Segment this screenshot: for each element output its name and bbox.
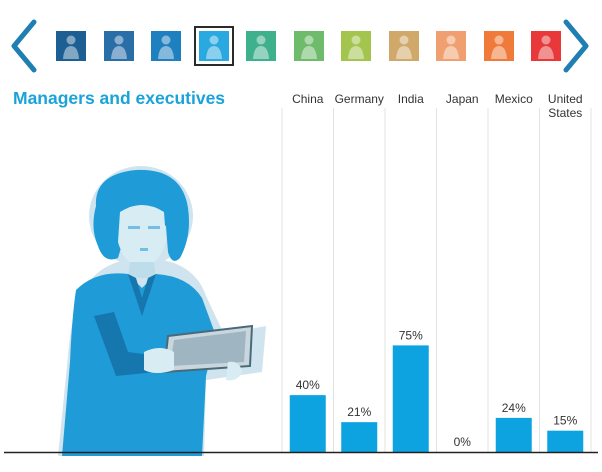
worker-icon — [111, 35, 127, 59]
thumbnail-6[interactable] — [294, 31, 324, 61]
category-label: India — [398, 92, 424, 106]
manager-icon — [206, 35, 222, 59]
worker-icon — [538, 35, 554, 59]
worker-icon — [348, 35, 364, 59]
chevron-right-icon[interactable] — [560, 18, 592, 74]
bar-mexico — [495, 417, 532, 452]
chevron-left-icon[interactable] — [8, 18, 40, 74]
thumbnail-9[interactable] — [436, 31, 466, 61]
thumbnail-5[interactable] — [246, 31, 276, 61]
value-label: 40% — [296, 378, 320, 392]
bar-china — [289, 395, 326, 452]
bar-india — [392, 345, 429, 452]
category-label: Germany — [335, 92, 384, 106]
thumbnail-2[interactable] — [104, 31, 134, 61]
businesswoman-with-tablet-icon — [58, 166, 266, 456]
value-label: 75% — [399, 328, 423, 342]
bar-germany — [341, 422, 378, 452]
value-label: 0% — [454, 435, 472, 449]
value-label: 21% — [347, 405, 371, 419]
thumbnail-7[interactable] — [341, 31, 371, 61]
worker-icon — [491, 35, 507, 59]
section-title: Managers and executives — [13, 88, 226, 108]
worker-icon — [301, 35, 317, 59]
thumbnail-8[interactable] — [389, 31, 419, 61]
thumbnail-3[interactable] — [151, 31, 181, 61]
worker-icon — [396, 35, 412, 59]
thumbnail-11[interactable] — [531, 31, 561, 61]
thumbnail-4[interactable] — [194, 26, 234, 66]
worker-icon — [253, 35, 269, 59]
worker-icon — [158, 35, 174, 59]
value-label: 24% — [502, 401, 526, 415]
thumbnail-10[interactable] — [484, 31, 514, 61]
category-thumbnail-strip — [0, 0, 602, 80]
bar-united-states — [547, 430, 584, 452]
category-label: Japan — [446, 92, 479, 106]
value-label: 15% — [553, 414, 577, 428]
category-label: China — [292, 92, 324, 106]
thumbnail-1[interactable] — [56, 31, 86, 61]
category-label: Mexico — [495, 92, 533, 106]
worker-icon — [63, 35, 79, 59]
category-label: United States — [548, 92, 583, 120]
worker-icon — [443, 35, 459, 59]
